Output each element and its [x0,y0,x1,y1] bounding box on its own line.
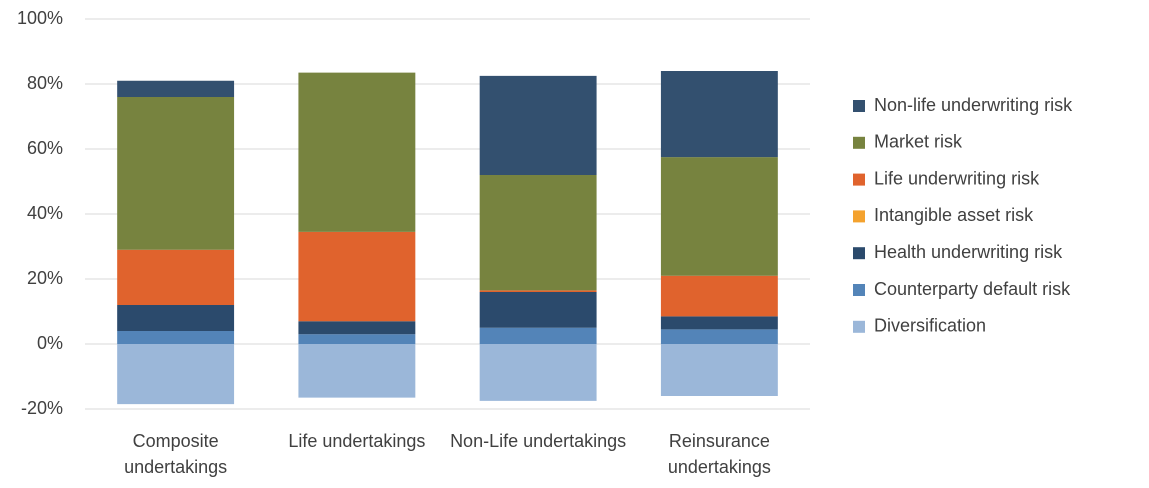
x-tick-label: Composite undertakings [124,431,228,477]
bar-segment [479,290,597,292]
bar-segment [660,275,778,317]
bar-segment [117,331,235,344]
legend-swatch [853,136,865,149]
bar-segment [660,329,778,344]
x-tick-label: Non-Life undertakings [450,431,627,451]
legend-swatch [853,284,865,296]
bar-segment [660,316,778,330]
y-tick-label: 80% [27,73,63,93]
legend-swatch [853,100,865,112]
legend-swatch [853,173,865,186]
bar-segment [117,80,235,97]
y-tick-label: 40% [27,203,63,223]
legend-swatch [853,210,865,223]
bar-segment [117,97,235,250]
y-tick-label: 60% [27,138,63,158]
bar-segment [298,334,416,344]
y-tick-label: 0% [37,333,63,353]
bar-segment [660,71,778,158]
y-tick-label: 100% [17,8,63,28]
legend-label: Diversification [874,316,986,336]
y-tick-label: -20% [21,398,63,418]
bar-segment [479,292,597,328]
legend-label: Life underwriting risk [874,168,1040,188]
x-tick-label: Reinsurance undertakings [667,431,771,477]
legend-label: Health underwriting risk [874,242,1063,262]
bar-segment [479,175,597,291]
x-tick-label: Life undertakings [288,431,426,451]
bar-segment [479,327,597,344]
legend-label: Intangible asset risk [874,205,1034,225]
y-tick-label: 20% [27,268,63,288]
bar-segment [660,157,778,276]
bar-segment [298,72,416,232]
legend-swatch [853,247,865,260]
legend-swatch [853,320,865,333]
bar-segment [298,344,416,398]
bar-segment [479,75,597,175]
legend-label: Non-life underwriting risk [874,95,1073,115]
legend-label: Market risk [874,132,963,152]
bar-segment [660,344,778,396]
bar-segment [117,249,235,305]
bar-segment [298,321,416,335]
bar-segment [479,344,597,401]
bar-segment [117,305,235,331]
bar-segment [298,231,416,322]
legend-label: Counterparty default risk [874,279,1071,299]
bar-segment [117,344,235,405]
